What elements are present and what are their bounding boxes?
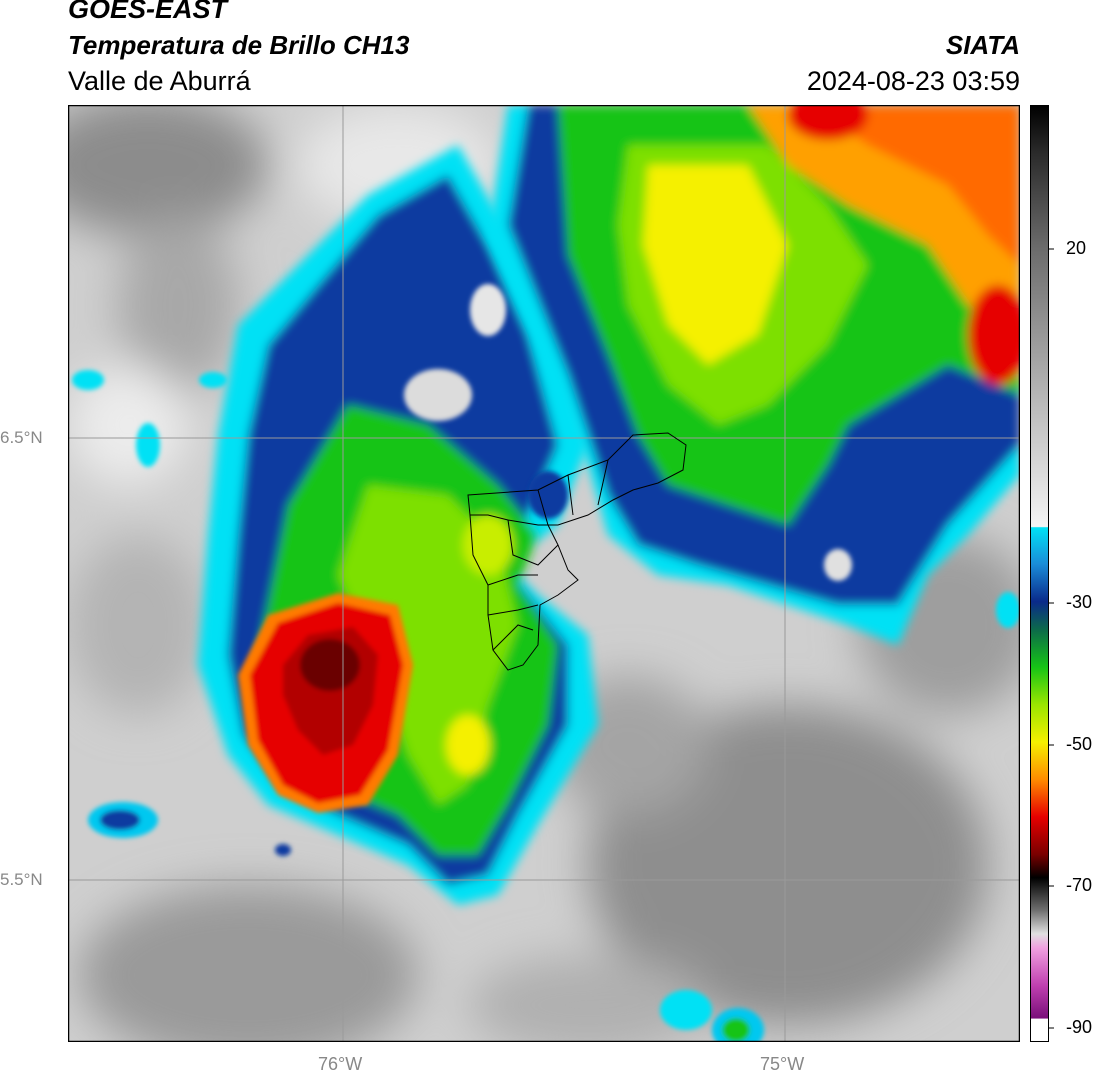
gridlines — [68, 105, 1020, 1042]
east-convective-system — [488, 105, 1020, 645]
temperature-colorbar — [1030, 105, 1054, 1042]
colorbar-tick-minus50: -50 — [1066, 734, 1093, 754]
lon-label-75: 75°W — [760, 1054, 805, 1074]
map-frame — [68, 105, 1020, 1042]
colorbar-tick-20: 20 — [1066, 238, 1087, 258]
lat-label-5-5: 5.5°N — [0, 870, 43, 889]
scattered-cells — [72, 370, 1020, 1042]
cold-core-cell — [238, 593, 413, 813]
region-title: Valle de Aburrá — [68, 66, 251, 96]
clear-pockets — [404, 284, 852, 581]
lon-label-76: 76°W — [318, 1054, 363, 1074]
agency-label: SIATA — [945, 30, 1020, 60]
colorbar-tick-minus70: -70 — [1066, 875, 1093, 895]
colorbar-tick-minus90: -90 — [1066, 1017, 1093, 1037]
brightness-temperature-map — [68, 105, 1020, 1042]
datetime-label: 2024-08-23 03:59 — [806, 66, 1020, 96]
colorbar-tick-minus30: -30 — [1066, 592, 1093, 612]
lat-label-6-5: 6.5°N — [0, 428, 43, 447]
valle-de-aburra-boundary — [467, 432, 687, 671]
satellite-title: GOES-EAST — [68, 0, 228, 24]
product-title: Temperatura de Brillo CH13 — [68, 30, 410, 60]
